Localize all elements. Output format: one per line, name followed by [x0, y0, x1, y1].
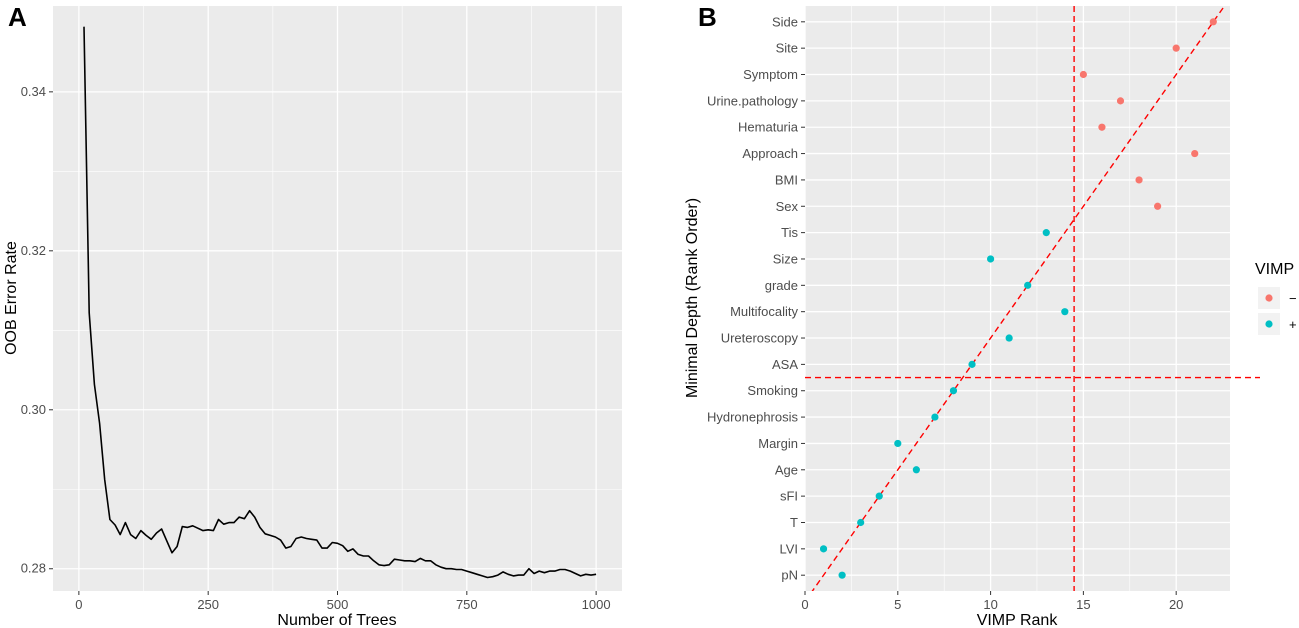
legend-key-dot — [1265, 294, 1273, 302]
panel-b-y-tick-label: grade — [765, 278, 798, 293]
panel-a-x-axis-title: Number of Trees — [277, 612, 396, 628]
panel-a-oob-error-line — [83, 26, 597, 579]
panel-b-y-tick-label: Hydronephrosis — [707, 410, 799, 425]
panel-b-point-ureteroscopy — [1005, 334, 1013, 342]
panel-b-letter: B — [698, 2, 717, 32]
panel-b-x-axis-title: VIMP Rank — [977, 612, 1059, 628]
panel-b-point-multifocality — [1061, 308, 1069, 316]
panel-b-point-size — [986, 255, 995, 263]
panel-a-y-tick-label: 0.28 — [21, 561, 46, 576]
panel-b-x-tick-label: 0 — [801, 597, 808, 612]
panel-b-point-hematuria — [1098, 123, 1106, 131]
panel-b-point-sfi — [875, 492, 883, 500]
panel-b-diagonal-reference-line — [811, 6, 1226, 591]
panel-a-y-axis-title: OOB Error Rate — [3, 241, 20, 355]
panel-a-x-tick-label: 1000 — [582, 597, 611, 612]
panel-b-y-axis-title: Minimal Depth (Rank Order) — [684, 198, 701, 398]
panel-b-y-tick-label: Age — [775, 462, 798, 477]
panel-b-point-smoking — [949, 387, 958, 395]
legend: VIMP −+ — [1255, 261, 1297, 335]
panel-b-y-tick-label: Urine.pathology — [707, 93, 799, 108]
panel-a-x-tick-label: 750 — [456, 597, 478, 612]
panel-b-y-tick-label: LVI — [779, 541, 798, 556]
panel-a-y-tick-label: 0.34 — [21, 84, 46, 99]
panel-b-point-hydronephrosis — [931, 413, 939, 421]
panel-b-y-tick-label: Hematuria — [738, 120, 799, 135]
legend-label: + — [1289, 317, 1297, 332]
panel-b-y-tick-label: T — [790, 515, 798, 530]
panel-a-gridlines — [53, 6, 622, 591]
legend-items: −+ — [1258, 287, 1297, 335]
legend-key-dot — [1265, 320, 1273, 328]
panel-b-y-tick-label: Tis — [781, 225, 798, 240]
panel-b-point-tis — [1042, 229, 1050, 237]
panel-b-y-tick-label: Sex — [776, 199, 799, 214]
panel-b-point-symptom — [1079, 70, 1087, 79]
panel-b-point-side — [1209, 18, 1217, 26]
panel-b-point-margin — [894, 439, 902, 448]
panel-b-point-pn — [838, 571, 846, 579]
panel-b-y-tick-label: Multifocality — [730, 304, 798, 319]
panel-b-plot-area — [805, 6, 1230, 591]
panel-b-reference-line-group — [811, 6, 1226, 591]
panel-b-y-tick-label: Approach — [742, 146, 798, 161]
panel-b-y-tick-label: ASA — [772, 357, 798, 372]
panel-b-x-tick-label: 20 — [1169, 597, 1183, 612]
panel-b-point-sex — [1154, 202, 1162, 210]
panel-a: A 0 250 500 750 1000 0.28 0.30 0.32 0.34 Number … — [3, 2, 622, 628]
panel-b-y-tick-label: sFI — [780, 489, 798, 504]
panel-b-point-urine-pathology — [1116, 97, 1125, 105]
panel-b-y-tick-label: BMI — [775, 172, 798, 187]
panel-b-y-tick-label: Side — [772, 14, 798, 29]
panel-b-y-tick-label: Symptom — [743, 67, 798, 82]
panel-b-x-tick-label: 10 — [983, 597, 997, 612]
panel-a-x-tick-label: 250 — [197, 597, 219, 612]
panel-b-point-lvi — [819, 545, 828, 553]
panel-a-series — [83, 26, 597, 579]
panel-a-x-tick-label: 500 — [327, 597, 349, 612]
panel-b-point-bmi — [1135, 176, 1143, 184]
panel-b-point-asa — [968, 360, 976, 368]
panel-a-x-tick-label: 0 — [75, 597, 82, 612]
panel-b-y-tick-label: Size — [773, 251, 798, 266]
panel-b-point-t — [857, 518, 865, 527]
panel-b-gridlines — [804, 6, 1230, 591]
legend-label: − — [1289, 291, 1297, 306]
panel-b-reference-lines — [805, 6, 1260, 591]
panel-b-points — [819, 18, 1217, 579]
panel-b-x-tick-label: 5 — [894, 597, 901, 612]
panel-b-y-tick-label: Smoking — [747, 383, 798, 398]
panel-b-y-tick-label: Site — [776, 41, 798, 56]
panel-b-y-tick-label: pN — [781, 568, 798, 583]
panel-a-y-tick-label: 0.30 — [21, 402, 46, 417]
panel-b-point-site — [1172, 44, 1180, 52]
panel-b-point-approach — [1191, 149, 1199, 158]
panel-a-y-tick-label: 0.32 — [21, 243, 46, 258]
legend-title: VIMP — [1255, 261, 1294, 278]
panel-b-x-tick-label: 15 — [1076, 597, 1090, 612]
panel-a-ticks: 0 250 500 750 1000 0.28 0.30 0.32 0.34 — [21, 84, 611, 612]
panel-b-y-tick-label: Ureteroscopy — [721, 331, 799, 346]
panel-b-point-grade — [1024, 281, 1032, 289]
panel-b-y-tick-label: Margin — [758, 436, 798, 451]
panel-b-point-age — [912, 466, 920, 474]
panel-a-letter: A — [8, 2, 27, 32]
